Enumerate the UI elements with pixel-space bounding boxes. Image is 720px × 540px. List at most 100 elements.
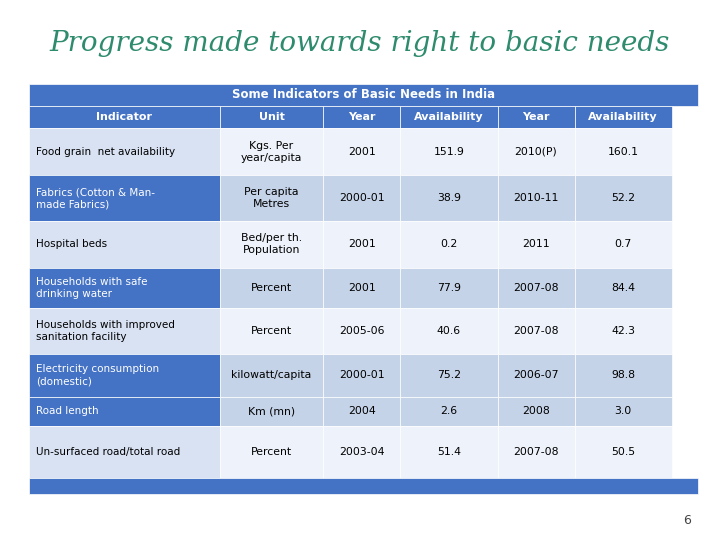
Text: 50.5: 50.5 xyxy=(611,447,635,457)
Bar xyxy=(29,308,220,354)
Bar xyxy=(498,106,575,129)
Bar xyxy=(220,396,323,426)
Bar xyxy=(575,396,672,426)
Text: 75.2: 75.2 xyxy=(437,370,461,380)
Bar xyxy=(220,354,323,396)
Bar xyxy=(29,221,220,268)
Text: Unit: Unit xyxy=(258,112,284,122)
Bar xyxy=(323,175,400,221)
Text: 2005-06: 2005-06 xyxy=(339,326,384,336)
Bar xyxy=(400,426,498,478)
Bar xyxy=(323,354,400,396)
Bar xyxy=(498,221,575,268)
Bar xyxy=(575,308,672,354)
Bar xyxy=(323,268,400,308)
Text: 2000-01: 2000-01 xyxy=(339,193,384,203)
Bar xyxy=(29,129,220,175)
Bar xyxy=(400,308,498,354)
Bar xyxy=(575,175,672,221)
Bar xyxy=(400,268,498,308)
Text: Percent: Percent xyxy=(251,447,292,457)
Bar xyxy=(498,268,575,308)
Text: Bed/per th.
Population: Bed/per th. Population xyxy=(241,233,302,255)
Text: Year: Year xyxy=(522,112,550,122)
Bar xyxy=(29,426,220,478)
Text: 2003-04: 2003-04 xyxy=(339,447,384,457)
Text: Hospital beds: Hospital beds xyxy=(36,239,107,249)
Bar xyxy=(575,354,672,396)
Bar xyxy=(220,129,323,175)
Text: 40.6: 40.6 xyxy=(437,326,461,336)
Bar xyxy=(323,396,400,426)
Text: Un-surfaced road/total road: Un-surfaced road/total road xyxy=(36,447,180,457)
Text: 2006-07: 2006-07 xyxy=(513,370,559,380)
Bar xyxy=(220,268,323,308)
Text: 77.9: 77.9 xyxy=(437,282,461,293)
Bar xyxy=(400,106,498,129)
Text: 0.7: 0.7 xyxy=(614,239,631,249)
Text: 160.1: 160.1 xyxy=(608,147,639,157)
Text: 6: 6 xyxy=(683,514,691,526)
Text: 2007-08: 2007-08 xyxy=(513,282,559,293)
Bar xyxy=(575,129,672,175)
Text: Fabrics (Cotton & Man-
made Fabrics): Fabrics (Cotton & Man- made Fabrics) xyxy=(36,187,155,209)
Bar xyxy=(29,268,220,308)
Text: 3.0: 3.0 xyxy=(614,406,631,416)
Text: 2000-01: 2000-01 xyxy=(339,370,384,380)
Bar xyxy=(400,129,498,175)
Bar xyxy=(400,354,498,396)
Text: Percent: Percent xyxy=(251,282,292,293)
Text: 84.4: 84.4 xyxy=(611,282,635,293)
Text: 38.9: 38.9 xyxy=(437,193,461,203)
Text: 42.3: 42.3 xyxy=(611,326,635,336)
Text: Availability: Availability xyxy=(414,112,484,122)
Bar xyxy=(400,396,498,426)
Text: 0.2: 0.2 xyxy=(441,239,458,249)
Text: 52.2: 52.2 xyxy=(611,193,635,203)
Text: 2007-08: 2007-08 xyxy=(513,326,559,336)
Bar xyxy=(29,106,220,129)
Text: 151.9: 151.9 xyxy=(433,147,464,157)
Text: Road length: Road length xyxy=(36,406,99,416)
Text: 2001: 2001 xyxy=(348,282,376,293)
Text: Indicator: Indicator xyxy=(96,112,152,122)
Text: 51.4: 51.4 xyxy=(437,447,461,457)
Text: Percent: Percent xyxy=(251,326,292,336)
Bar xyxy=(220,106,323,129)
Bar xyxy=(323,426,400,478)
Bar xyxy=(498,354,575,396)
Bar xyxy=(323,308,400,354)
Text: Households with safe
drinking water: Households with safe drinking water xyxy=(36,276,148,299)
Bar xyxy=(498,426,575,478)
Bar xyxy=(220,175,323,221)
Bar xyxy=(29,478,698,494)
Text: 98.8: 98.8 xyxy=(611,370,635,380)
Bar xyxy=(575,106,672,129)
Bar xyxy=(323,221,400,268)
Text: Kgs. Per
year/capita: Kgs. Per year/capita xyxy=(241,140,302,163)
Bar xyxy=(29,175,220,221)
Text: Per capita
Metres: Per capita Metres xyxy=(244,187,299,209)
Bar xyxy=(498,396,575,426)
Text: 2010-11: 2010-11 xyxy=(513,193,559,203)
Bar xyxy=(29,84,698,106)
Text: Food grain  net availability: Food grain net availability xyxy=(36,147,175,157)
Bar xyxy=(323,106,400,129)
Bar xyxy=(498,129,575,175)
Text: kilowatt/capita: kilowatt/capita xyxy=(231,370,312,380)
Bar xyxy=(575,268,672,308)
Text: 2008: 2008 xyxy=(522,406,550,416)
Bar xyxy=(400,175,498,221)
Text: Availability: Availability xyxy=(588,112,658,122)
Bar xyxy=(220,221,323,268)
Text: 2001: 2001 xyxy=(348,147,376,157)
Bar xyxy=(575,221,672,268)
Text: 2004: 2004 xyxy=(348,406,376,416)
Text: Km (mn): Km (mn) xyxy=(248,406,295,416)
Bar xyxy=(29,354,220,396)
Text: Electricity consumption
(domestic): Electricity consumption (domestic) xyxy=(36,364,159,386)
Text: Year: Year xyxy=(348,112,376,122)
Bar xyxy=(220,308,323,354)
Text: 2011: 2011 xyxy=(522,239,550,249)
Bar xyxy=(323,129,400,175)
